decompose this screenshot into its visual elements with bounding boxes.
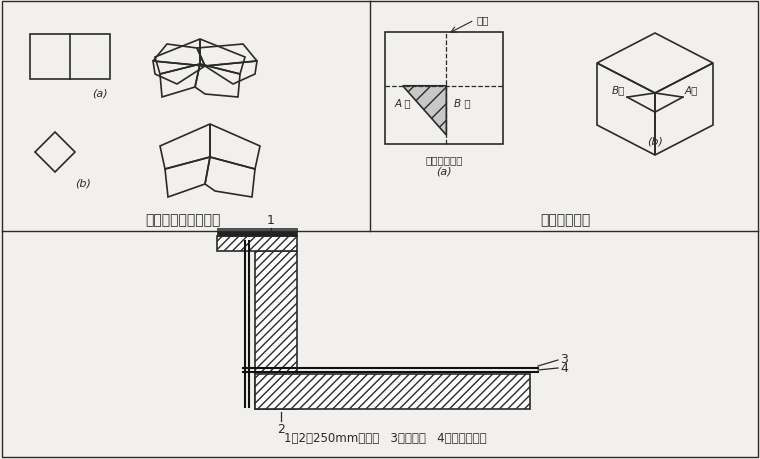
Bar [217,229,297,231]
Text: B 线: B 线 [454,98,471,107]
Text: 阴影部分剪去: 阴影部分剪去 [426,155,463,165]
Text: (b): (b) [75,178,91,188]
Bar [255,374,530,409]
Bar [30,35,110,80]
Bar [217,231,297,236]
Text: A线: A线 [685,85,698,95]
Text: 1和2、250mm附加层   3、防水层   4、混凝土垃层: 1和2、250mm附加层 3、防水层 4、混凝土垃层 [283,431,486,444]
Text: 1: 1 [267,213,275,226]
Text: 折线: 折线 [477,15,489,25]
Text: 2: 2 [277,422,285,435]
Text: B线: B线 [612,85,625,95]
Bar [255,252,297,409]
Text: (a): (a) [92,88,108,98]
Text: (a): (a) [436,167,451,177]
Text: 3: 3 [560,353,568,366]
Bar [385,33,503,145]
Polygon shape [403,87,446,136]
Text: 阳角附加层剪裁方法: 阳角附加层剪裁方法 [145,213,220,226]
Text: 4: 4 [560,362,568,375]
Text: A 线: A 线 [395,98,412,107]
Text: 阴角剪裁方法: 阴角剪裁方法 [540,213,590,226]
Bar [217,236,297,252]
Text: (b): (b) [647,137,663,147]
